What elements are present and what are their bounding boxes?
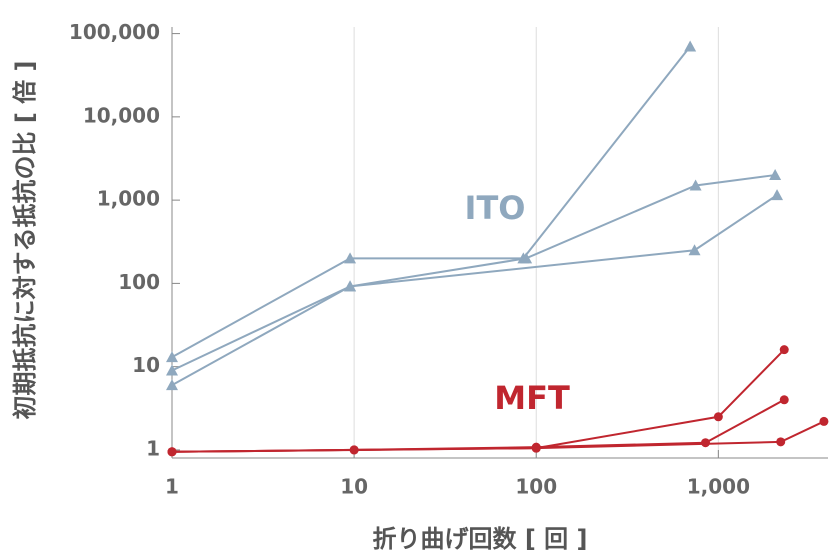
series-line — [171, 194, 778, 387]
marker — [713, 412, 723, 422]
x-tick-label: 1 — [165, 475, 179, 499]
annotation: ITO — [465, 189, 526, 227]
y-tick-label: 100,000 — [69, 20, 160, 44]
marker — [688, 244, 701, 256]
series-line — [171, 45, 691, 359]
marker — [819, 416, 829, 426]
marker — [684, 40, 697, 52]
y-axis-title: 初期抵抗に対する抵抗の比 [ 倍 ] — [11, 60, 39, 419]
y-tick-label: 1 — [146, 436, 160, 460]
marker — [531, 443, 541, 453]
y-tick-label: 10,000 — [83, 103, 160, 127]
marker — [700, 438, 710, 448]
marker — [166, 379, 178, 391]
marker — [166, 351, 178, 363]
marker — [167, 447, 177, 457]
marker — [166, 364, 178, 376]
series-line — [171, 420, 825, 453]
y-tick-label: 10 — [132, 353, 160, 377]
x-tick-label: 1,000 — [687, 475, 750, 499]
marker — [776, 437, 786, 447]
series-line — [171, 348, 785, 453]
annotation: MFT — [494, 379, 570, 417]
marker — [344, 280, 357, 292]
marker — [779, 345, 789, 355]
x-axis-title: 折り曲げ回数 [ 回 ] — [372, 525, 587, 553]
marker — [779, 395, 789, 405]
x-tick-label: 10 — [340, 475, 368, 499]
marker — [769, 169, 782, 181]
marker — [344, 252, 357, 264]
y-tick-label: 100 — [118, 270, 160, 294]
marker — [771, 189, 784, 201]
y-tick-label: 1,000 — [97, 187, 160, 211]
x-tick-label: 100 — [515, 475, 557, 499]
marker — [689, 179, 702, 191]
marker — [520, 252, 533, 264]
